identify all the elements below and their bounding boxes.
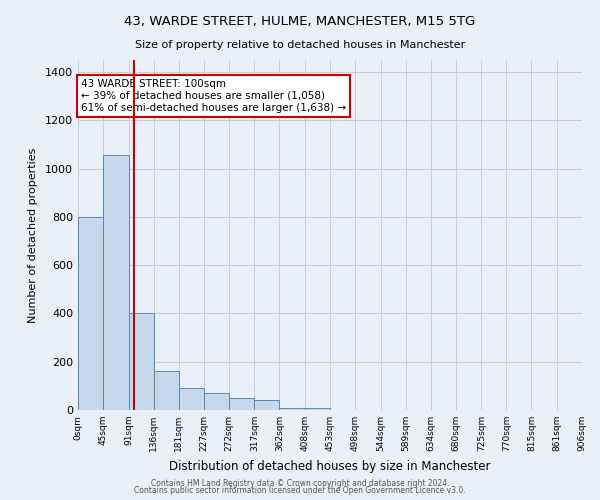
- Bar: [254, 400, 280, 410]
- Bar: [229, 398, 254, 410]
- Bar: [128, 314, 154, 410]
- X-axis label: Distribution of detached houses by size in Manchester: Distribution of detached houses by size …: [169, 460, 491, 472]
- Bar: [204, 393, 229, 410]
- Text: Contains HM Land Registry data © Crown copyright and database right 2024.: Contains HM Land Registry data © Crown c…: [151, 478, 449, 488]
- Bar: [103, 154, 128, 410]
- Y-axis label: Number of detached properties: Number of detached properties: [28, 148, 38, 322]
- Text: 43 WARDE STREET: 100sqm
← 39% of detached houses are smaller (1,058)
61% of semi: 43 WARDE STREET: 100sqm ← 39% of detache…: [81, 80, 346, 112]
- Bar: [305, 408, 330, 410]
- Text: 43, WARDE STREET, HULME, MANCHESTER, M15 5TG: 43, WARDE STREET, HULME, MANCHESTER, M15…: [124, 15, 476, 28]
- Bar: [78, 217, 103, 410]
- Text: Contains public sector information licensed under the Open Government Licence v3: Contains public sector information licen…: [134, 486, 466, 495]
- Bar: [280, 408, 305, 410]
- Bar: [154, 372, 179, 410]
- Bar: [179, 388, 204, 410]
- Text: Size of property relative to detached houses in Manchester: Size of property relative to detached ho…: [135, 40, 465, 50]
